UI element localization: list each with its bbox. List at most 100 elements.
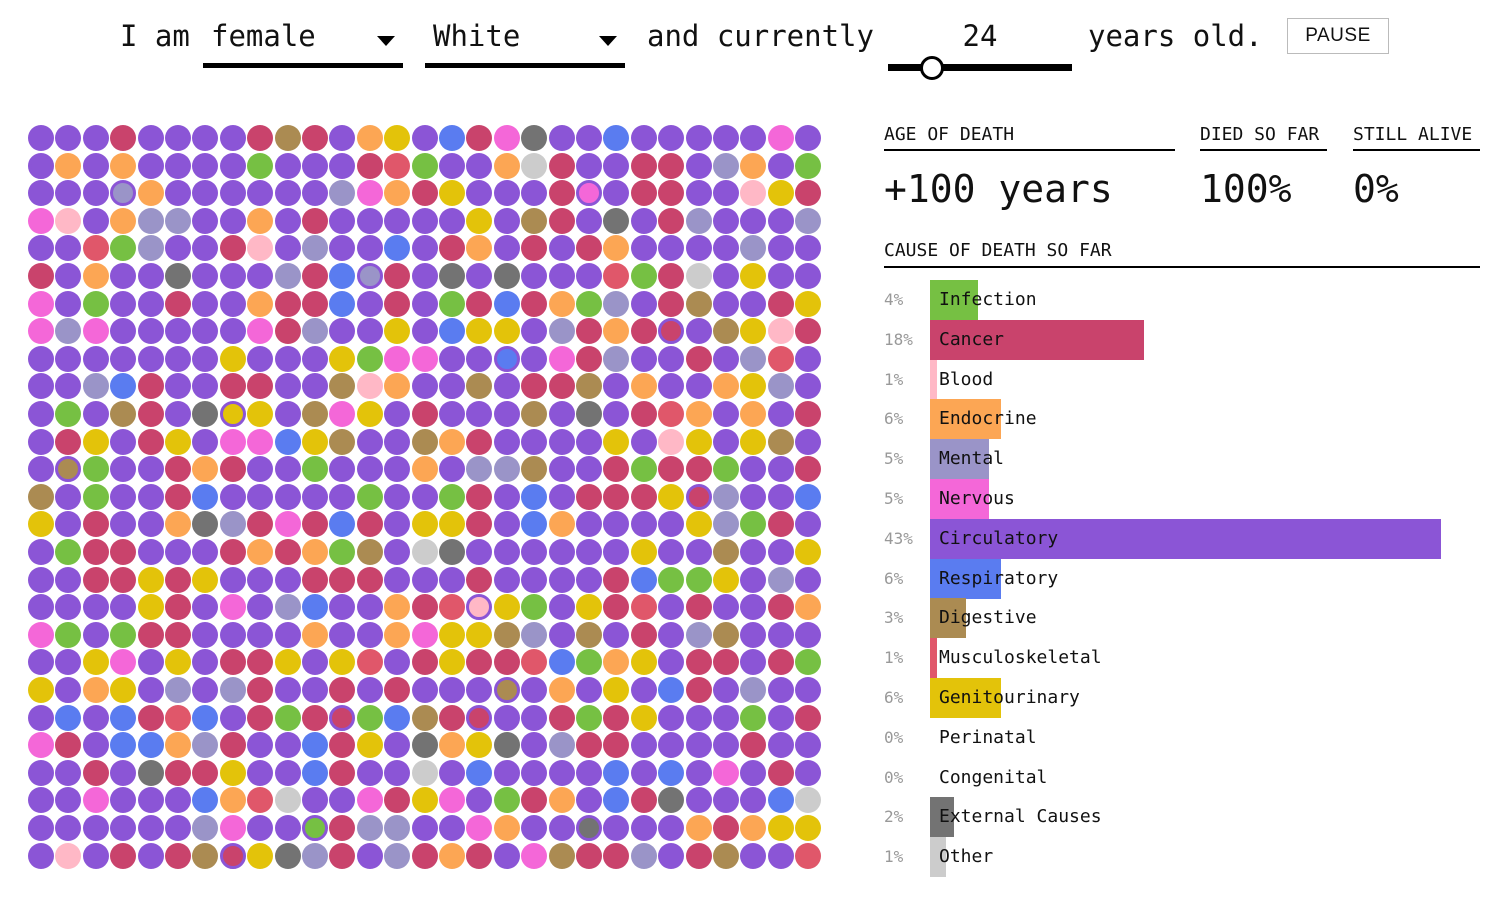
person-dot bbox=[329, 345, 356, 372]
person-dot bbox=[302, 759, 328, 786]
cause-row: 0% Perinatal bbox=[884, 718, 1484, 758]
person-dot bbox=[219, 152, 246, 179]
person-dot bbox=[274, 649, 301, 676]
person-dot bbox=[630, 235, 657, 262]
person-dot bbox=[466, 815, 493, 841]
person-dot bbox=[685, 318, 712, 345]
person-dot bbox=[685, 732, 712, 759]
person-dot bbox=[28, 318, 54, 345]
person-dot bbox=[713, 704, 739, 731]
person-dot bbox=[658, 235, 685, 262]
person-dot bbox=[82, 815, 109, 841]
person-dot bbox=[521, 566, 548, 593]
person-dot bbox=[137, 787, 164, 814]
person-dot bbox=[493, 152, 520, 179]
person-dot bbox=[55, 649, 82, 676]
race-select[interactable]: White bbox=[425, 16, 625, 68]
person-dot bbox=[247, 401, 274, 427]
person-dot bbox=[767, 290, 794, 317]
person-dot bbox=[685, 759, 712, 786]
person-dot bbox=[795, 621, 822, 648]
person-dot bbox=[110, 815, 137, 841]
person-dot bbox=[548, 125, 575, 151]
person-dot bbox=[521, 621, 548, 648]
age-slider-track[interactable] bbox=[888, 64, 1072, 71]
person-dot bbox=[192, 290, 219, 317]
person-dot bbox=[658, 787, 685, 814]
person-dot bbox=[658, 456, 685, 483]
person-dot bbox=[795, 207, 822, 234]
person-dot bbox=[165, 787, 191, 814]
person-dot bbox=[466, 842, 493, 869]
person-dot bbox=[439, 318, 465, 345]
person-dot bbox=[274, 401, 301, 427]
person-dot bbox=[740, 842, 767, 869]
person-dot bbox=[411, 787, 438, 814]
pause-button[interactable]: PAUSE bbox=[1287, 18, 1389, 54]
cause-bar bbox=[930, 359, 937, 400]
person-dot bbox=[219, 815, 246, 841]
person-dot bbox=[356, 125, 383, 151]
person-dot bbox=[685, 401, 712, 427]
person-dot bbox=[165, 566, 191, 593]
person-dot bbox=[685, 704, 712, 731]
person-dot bbox=[82, 290, 109, 317]
person-dot bbox=[740, 621, 767, 648]
person-dot bbox=[219, 290, 246, 317]
person-dot bbox=[493, 677, 520, 703]
person-dot bbox=[685, 842, 712, 869]
person-dot bbox=[137, 511, 164, 538]
person-dot bbox=[493, 180, 520, 207]
person-dot bbox=[466, 511, 493, 538]
person-dot bbox=[603, 373, 630, 400]
cause-label: Respiratory bbox=[939, 567, 1059, 589]
cause-label: Perinatal bbox=[939, 726, 1037, 748]
person-dot bbox=[192, 621, 219, 648]
person-dot bbox=[630, 345, 657, 372]
cause-row: 43% Circulatory bbox=[884, 518, 1484, 559]
person-dot bbox=[685, 787, 712, 814]
person-dot bbox=[192, 456, 219, 483]
person-dot bbox=[548, 318, 575, 345]
person-dot bbox=[247, 318, 274, 345]
person-dot bbox=[658, 732, 685, 759]
person-dot bbox=[219, 511, 246, 538]
person-dot bbox=[493, 345, 520, 372]
person-dot bbox=[548, 759, 575, 786]
person-dot bbox=[466, 180, 493, 207]
person-dot bbox=[356, 263, 383, 289]
person-dot bbox=[630, 318, 657, 345]
person-dot bbox=[82, 842, 109, 869]
person-dot bbox=[466, 621, 493, 648]
person-dot bbox=[521, 318, 548, 345]
person-dot bbox=[630, 566, 657, 593]
person-dot bbox=[55, 290, 82, 317]
person-dot bbox=[55, 428, 82, 455]
sex-select[interactable]: female bbox=[203, 16, 403, 68]
person-dot bbox=[493, 235, 520, 262]
person-dot bbox=[165, 677, 191, 703]
person-dot bbox=[576, 456, 602, 483]
person-dot bbox=[603, 732, 630, 759]
person-dot bbox=[274, 842, 301, 869]
person-dot bbox=[658, 345, 685, 372]
person-dot bbox=[603, 511, 630, 538]
person-dot bbox=[110, 704, 137, 731]
person-dot bbox=[329, 152, 356, 179]
age-slider-handle[interactable] bbox=[920, 56, 945, 80]
person-dot bbox=[630, 456, 657, 483]
person-dot bbox=[603, 594, 630, 621]
person-dot bbox=[603, 456, 630, 483]
person-dot bbox=[384, 125, 411, 151]
person-dot bbox=[411, 180, 438, 207]
person-dot bbox=[356, 759, 383, 786]
person-dot bbox=[219, 456, 246, 483]
person-dot bbox=[466, 152, 493, 179]
person-dot bbox=[110, 428, 137, 455]
person-dot bbox=[630, 263, 657, 289]
person-dot bbox=[137, 235, 164, 262]
person-dot bbox=[493, 290, 520, 317]
person-dot bbox=[55, 539, 82, 565]
cause-label: Genitourinary bbox=[939, 687, 1080, 708]
person-dot bbox=[192, 180, 219, 207]
